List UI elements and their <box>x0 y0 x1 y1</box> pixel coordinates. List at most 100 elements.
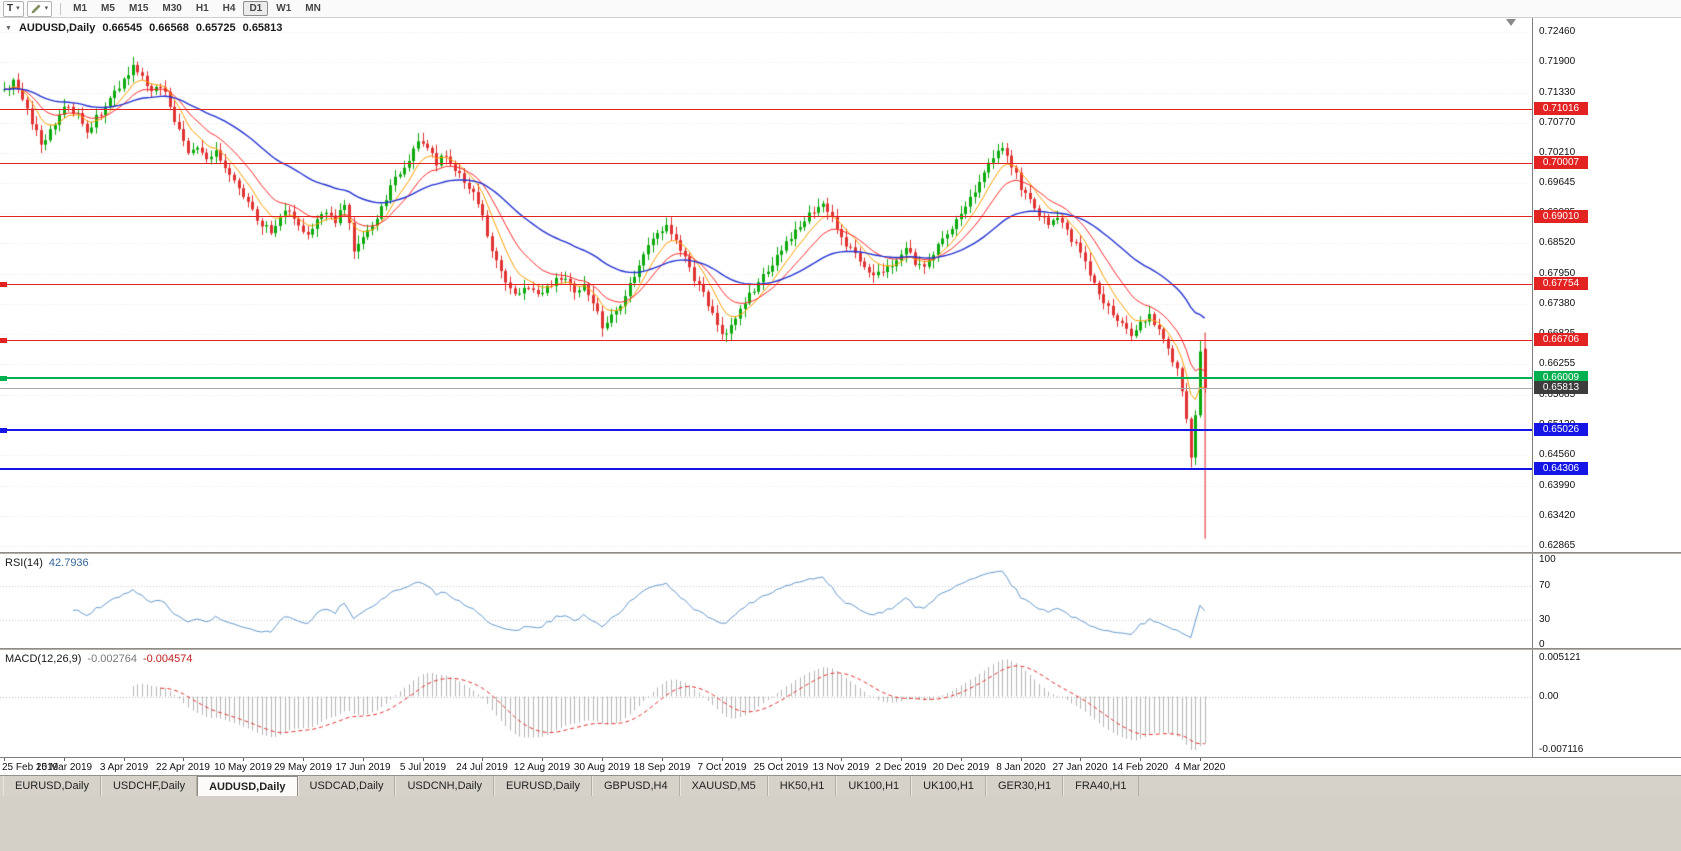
rsi-tick-label: 70 <box>1539 580 1551 591</box>
text-tool-button[interactable]: T ▾ <box>3 0 24 17</box>
chart-tab-usdcnh-daily[interactable]: USDCNH,Daily <box>395 776 495 796</box>
chevron-down-icon[interactable]: ▾ <box>16 4 20 12</box>
chart-tab-usdcad-daily[interactable]: USDCAD,Daily <box>297 776 396 796</box>
date-label: 17 Jun 2019 <box>335 762 391 773</box>
date-label: 14 Feb 2020 <box>1111 762 1169 773</box>
date-label: 20 Dec 2019 <box>932 762 990 773</box>
ohlc-close: 0.65813 <box>242 22 283 34</box>
line-anchor-marker[interactable] <box>0 282 7 287</box>
price-tick-label: 0.70770 <box>1539 117 1576 128</box>
panel-splitter[interactable] <box>0 648 1681 650</box>
timeframe-button-h1[interactable]: H1 <box>195 3 209 14</box>
horizontal-line-object[interactable] <box>0 340 1532 341</box>
timeframe-button-m30[interactable]: M30 <box>162 3 182 14</box>
collapse-triangle-icon[interactable]: ▼ <box>5 24 12 32</box>
timeframe-button-h4[interactable]: H4 <box>222 3 236 14</box>
timeframe-button-m1[interactable]: M1 <box>73 3 88 14</box>
date-label: 25 Feb 2019 <box>2 762 59 773</box>
chart-title: ▼ AUDUSD,Daily 0.66545 0.66568 0.65725 0… <box>5 22 282 34</box>
chart-tab-hk50-h1[interactable]: HK50,H1 <box>767 776 837 796</box>
line-price-badge: 0.69010 <box>1534 210 1588 223</box>
rsi-value: 42.7936 <box>48 557 89 569</box>
date-tick-mark <box>183 758 184 761</box>
price-tick-label: 0.67950 <box>1539 268 1576 279</box>
macd-label: MACD(12,26,9) -0.002764 -0.004574 <box>5 653 193 665</box>
date-tick-mark <box>901 758 902 761</box>
text-tool-label: T <box>7 2 14 14</box>
line-anchor-marker[interactable] <box>0 338 7 343</box>
timeframe-button-w1[interactable]: W1 <box>276 3 292 14</box>
timeframe-button-group: M1 M5 M15 M30 H1 H4 D1 W1 MN <box>66 1 328 16</box>
date-label: 10 May 2019 <box>214 762 272 773</box>
macd-name: MACD(12,26,9) <box>5 653 82 665</box>
horizontal-line-object[interactable] <box>0 377 1532 379</box>
horizontal-line-object[interactable] <box>0 163 1532 164</box>
ohlc-high: 0.66568 <box>149 22 189 34</box>
macd-tick-label: 0.00 <box>1539 691 1559 702</box>
pencil-icon <box>31 3 42 14</box>
date-label: 27 Jan 2020 <box>1052 762 1108 773</box>
timeframe-button-d1[interactable]: D1 <box>243 1 269 16</box>
chart-tab-bar: EURUSD,Daily USDCHF,Daily AUDUSD,Daily USDC… <box>0 775 1681 796</box>
chart-tab-eurusd-daily[interactable]: EURUSD,Daily <box>494 776 592 796</box>
line-anchor-marker[interactable] <box>0 428 7 433</box>
date-label: 18 Sep 2019 <box>633 762 691 773</box>
date-label: 3 Apr 2019 <box>99 762 149 773</box>
rsi-tick-label: 0 <box>1539 639 1545 650</box>
date-label: 15 Mar 2019 <box>35 762 93 773</box>
macd-indicator-canvas[interactable] <box>0 650 1532 756</box>
date-tick-mark <box>602 758 603 761</box>
panel-splitter[interactable] <box>0 552 1681 554</box>
horizontal-line-object[interactable] <box>0 284 1532 285</box>
chart-tab-fra40-h1[interactable]: FRA40,H1 <box>1063 776 1139 796</box>
price-chart-canvas[interactable] <box>0 18 1532 552</box>
time-axis[interactable]: 25 Feb 2019 15 Mar 2019 3 Apr 2019 22 Apr 2… <box>0 757 1681 775</box>
chart-tab-xauusd-m5[interactable]: XAUUSD,M5 <box>679 776 768 796</box>
horizontal-line-object[interactable] <box>0 468 1532 470</box>
date-tick-mark <box>64 758 65 761</box>
timeframe-button-mn[interactable]: MN <box>305 3 321 14</box>
price-tick-label: 0.66255 <box>1539 358 1576 369</box>
ohlc-open: 0.66545 <box>102 22 143 34</box>
chart-tab-uk100-h1[interactable]: UK100,H1 <box>836 776 912 796</box>
timeframe-toolbar: T ▾ ▾ M1 M5 M15 M30 H1 H4 D1 W1 MN <box>0 0 1681 18</box>
chart-tab-ger30-h1[interactable]: GER30,H1 <box>985 776 1064 796</box>
line-price-badge: 0.70007 <box>1534 156 1588 169</box>
date-tick-mark <box>243 758 244 761</box>
date-tick-mark <box>1140 758 1141 761</box>
chart-tab-usdchf-daily[interactable]: USDCHF,Daily <box>100 776 198 796</box>
chevron-down-icon[interactable]: ▾ <box>44 4 49 12</box>
horizontal-line-object[interactable] <box>0 216 1532 217</box>
date-tick-mark <box>303 758 304 761</box>
rsi-indicator-canvas[interactable] <box>0 554 1532 648</box>
price-tick-label: 0.63420 <box>1539 510 1576 521</box>
chart-tab-eurusd-daily[interactable]: EURUSD,Daily <box>3 776 101 796</box>
timeframe-button-m5[interactable]: M5 <box>101 3 115 14</box>
current-price-line[interactable] <box>0 388 1532 389</box>
draw-tool-button[interactable]: ▾ <box>26 0 53 17</box>
chart-tab-audusd-daily[interactable]: AUDUSD,Daily <box>197 776 298 796</box>
price-tick-label: 0.62865 <box>1539 540 1576 551</box>
line-price-badge: 0.66009 <box>1534 371 1588 384</box>
chart-shift-marker-icon[interactable] <box>1506 19 1516 26</box>
price-axis[interactable]: 0.72460 0.71900 0.71330 0.70770 0.70210 0.696… <box>1532 18 1681 757</box>
timeframe-button-m15[interactable]: M15 <box>128 3 149 14</box>
date-label: 24 Jul 2019 <box>456 762 508 773</box>
date-tick-mark <box>1080 758 1081 761</box>
line-anchor-marker[interactable] <box>0 376 7 381</box>
date-tick-mark <box>781 758 782 761</box>
chart-tab-gbpusd-h4[interactable]: GBPUSD,H4 <box>592 776 680 796</box>
chart-tab-uk100-h1[interactable]: UK100,H1 <box>911 776 986 796</box>
date-label: 29 May 2019 <box>274 762 332 773</box>
horizontal-line-object[interactable] <box>0 429 1532 431</box>
date-label: 7 Oct 2019 <box>697 762 747 773</box>
date-tick-mark <box>124 758 125 761</box>
macd-main-value: -0.002764 <box>87 653 137 665</box>
price-tick-label: 0.72460 <box>1539 26 1576 37</box>
date-tick-mark <box>542 758 543 761</box>
rsi-label: RSI(14) 42.7936 <box>5 557 89 569</box>
price-tick-label: 0.71330 <box>1539 87 1576 98</box>
horizontal-line-object[interactable] <box>0 109 1532 110</box>
line-price-badge: 0.64306 <box>1534 462 1588 475</box>
